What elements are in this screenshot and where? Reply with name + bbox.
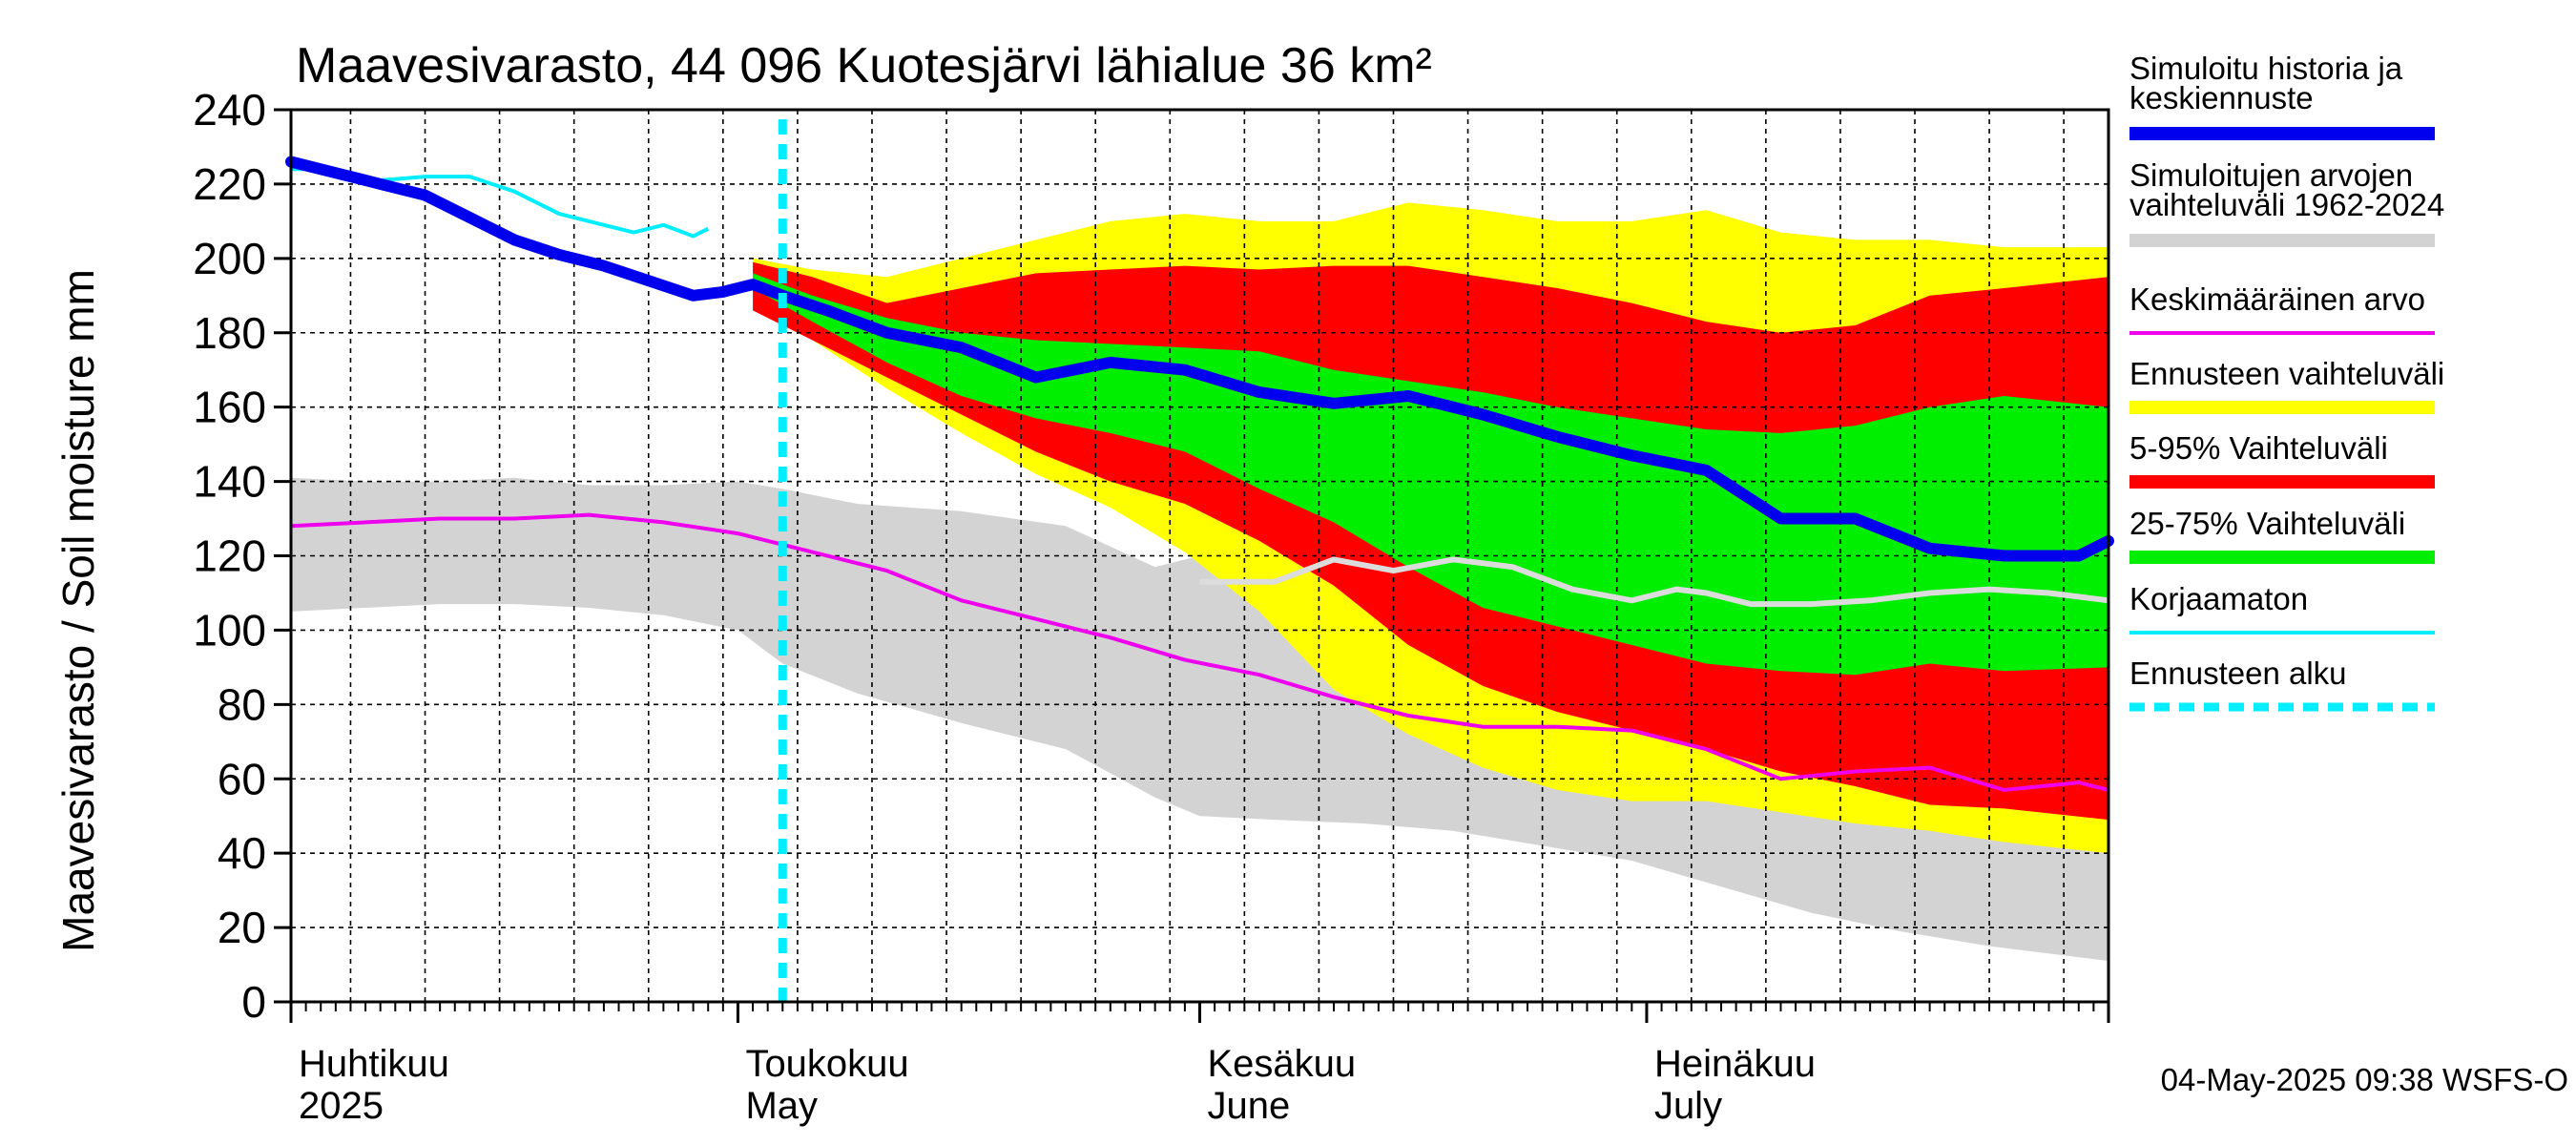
historical-range-band	[291, 477, 2109, 962]
month-label: Toukokuu	[745, 1043, 908, 1085]
y-tick-label: 40	[218, 828, 266, 878]
month-sublabel: June	[1208, 1085, 1291, 1127]
p25-75-band	[753, 273, 2109, 676]
month-label: Heinäkuu	[1654, 1043, 1816, 1085]
y-tick-label: 60	[218, 754, 266, 803]
y-tick-label: 240	[193, 85, 266, 135]
y-tick-label: 220	[193, 159, 266, 209]
legend-label: 5-95% Vaihteluväli	[2129, 430, 2388, 466]
legend-label: Ennusteen vaihteluväli	[2129, 356, 2444, 391]
y-tick-labels: 0 20 40 60 80 100 120 140 160 180 200 220 240	[193, 85, 266, 1027]
month-sublabel: July	[1654, 1085, 1722, 1127]
legend-label: Simuloitujen arvojen	[2129, 157, 2413, 193]
y-tick-label: 120	[193, 531, 266, 581]
legend-label: Ennusteen alku	[2129, 656, 2347, 691]
y-tick-label: 140	[193, 457, 266, 507]
simulated-median-line	[285, 156, 2114, 562]
timestamp-footer: 04-May-2025 09:38 WSFS-O	[2161, 1062, 2568, 1097]
chart-title: Maavesivarasto, 44 096 Kuotesjärvi lähia…	[296, 38, 1432, 94]
y-tick-label: 100	[193, 605, 266, 655]
y-tick-label: 0	[241, 977, 266, 1027]
month-sublabel: 2025	[299, 1085, 384, 1127]
uncorrected-forecast-line	[1199, 556, 2109, 608]
legend-label: Korjaamaton	[2129, 581, 2308, 616]
y-tick-label: 180	[193, 308, 266, 358]
month-label: Huhtikuu	[299, 1043, 449, 1085]
axes	[274, 108, 2110, 1023]
y-tick-label: 80	[218, 679, 266, 729]
y-axis-label: Maavesivarasto / Soil moisture mm	[53, 269, 103, 952]
legend-label: 25-75% Vaihteluväli	[2129, 506, 2405, 541]
series-lines	[285, 119, 2114, 1002]
y-tick-label: 160	[193, 383, 266, 432]
month-label: Kesäkuu	[1208, 1043, 1357, 1085]
y-tick-label: 200	[193, 234, 266, 283]
month-sublabel: May	[745, 1085, 818, 1127]
legend-label: Simuloitu historia ja	[2129, 51, 2403, 86]
legend-label: Keskimääräinen arvo	[2129, 281, 2425, 317]
y-tick-label: 20	[218, 903, 266, 952]
mean-line	[290, 512, 2109, 792]
legend-label: vaihteluväli 1962-2024	[2129, 187, 2444, 222]
legend-label: keskiennuste	[2129, 80, 2314, 115]
